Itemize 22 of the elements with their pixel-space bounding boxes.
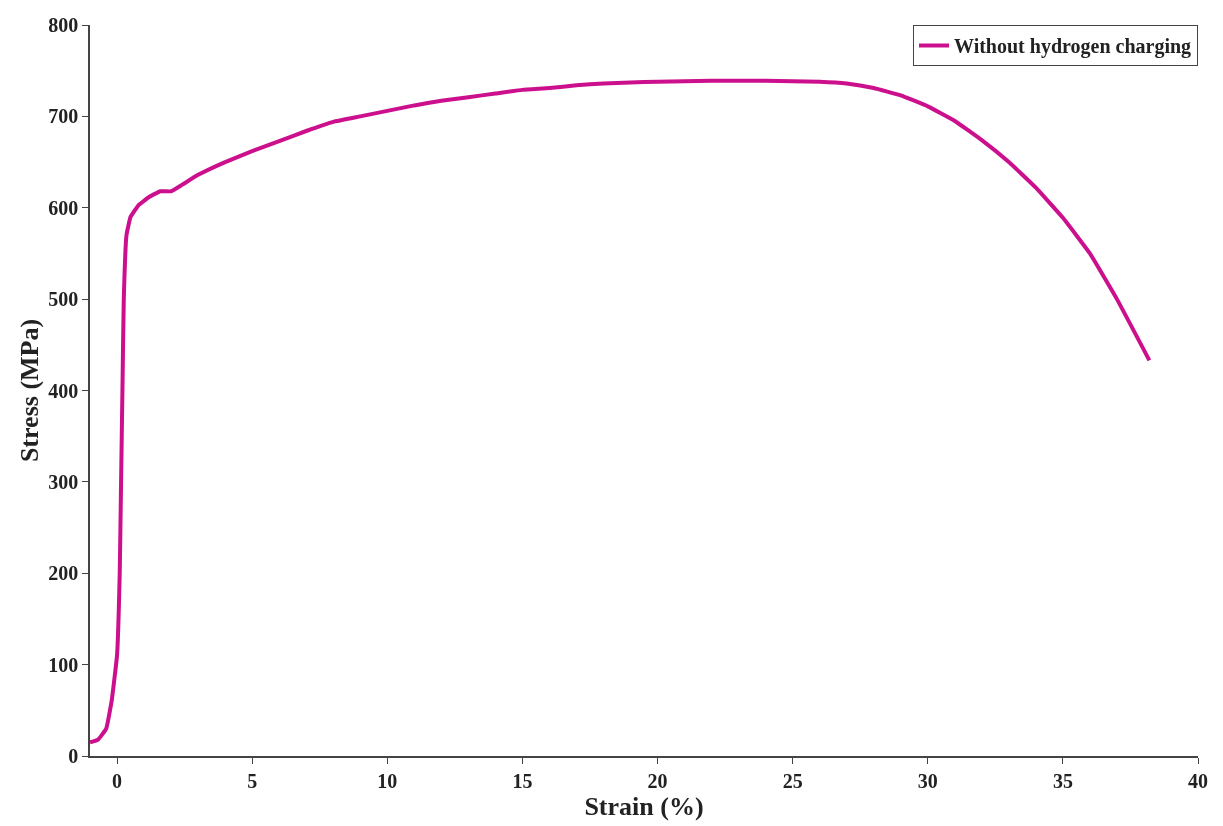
x-tick-label: 40 <box>1188 769 1208 792</box>
y-tick-label: 400 <box>48 379 79 402</box>
x-tick-label: 10 <box>377 769 398 792</box>
x-tick-label: 15 <box>512 769 533 792</box>
x-tick-label: 0 <box>112 769 123 792</box>
y-tick-label: 800 <box>48 14 79 36</box>
x-tick-label: 25 <box>782 769 803 792</box>
x-tick-label: 20 <box>647 769 668 792</box>
x-tick-label: 35 <box>1052 769 1073 792</box>
y-axis-title: Stress (MPa) <box>15 318 45 463</box>
y-tick-label: 500 <box>48 288 79 311</box>
y-tick-label: 200 <box>48 562 79 585</box>
y-tick-label: 600 <box>48 196 79 219</box>
y-tick-label: 100 <box>48 653 79 676</box>
y-tick-label: 0 <box>68 745 79 767</box>
y-tick-label: 700 <box>48 105 79 128</box>
x-axis-title: Strain (%) <box>584 791 704 821</box>
line-series <box>90 78 1152 745</box>
legend-label: Without hydrogen charging <box>954 35 1192 59</box>
x-tick-label: 30 <box>917 769 938 792</box>
x-tick-label: 5 <box>247 769 258 792</box>
y-tick-label: 300 <box>48 470 79 493</box>
